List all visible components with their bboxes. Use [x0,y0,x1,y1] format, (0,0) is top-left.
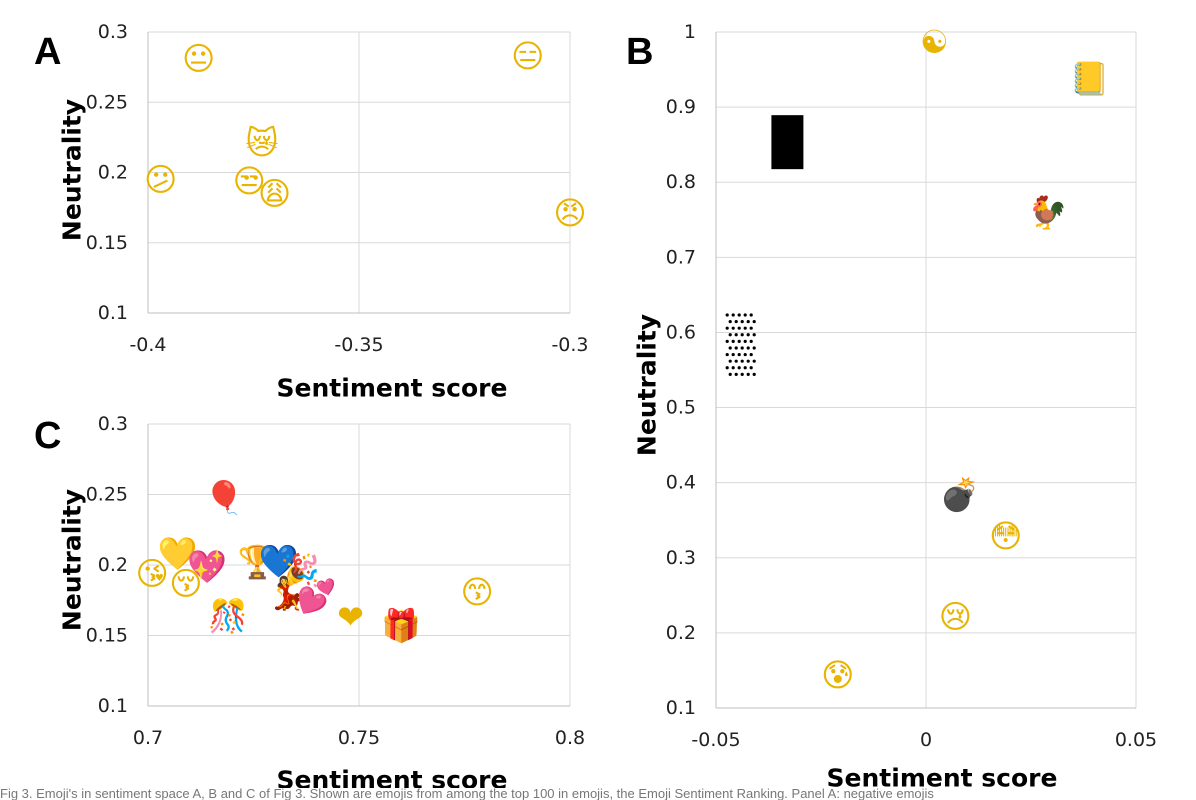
panel-c: 0.1 0.15 0.2 0.25 0.3 0.7 0.75 0.8 Sentiment sco… [34,413,585,788]
y-tick-label: 0.6 [666,321,696,343]
data-point: 😘 [136,554,169,592]
y-tick-label: 0.15 [86,625,128,647]
data-point: 😠 [553,194,586,232]
data-point: 😰 [821,656,854,694]
y-axis-label: Neutrality [58,489,87,631]
panel-b: 0.1 0.2 0.3 0.4 0.5 0.6 0.7 0.8 0.9 1 -0.05 0 0.05 Se… [626,21,1157,788]
y-tick-label: 0.3 [98,21,128,43]
data-point: 💣 [940,476,980,515]
caption-lead: Fig 3. Emoji's in sentiment space A, B a… [0,788,934,800]
y-tick-label: 0.1 [666,697,696,719]
data-point: ❤ [337,598,364,636]
y-axis-label: Neutrality [58,99,87,241]
y-tick-label: 0.1 [98,695,128,717]
x-tick-label: -0.3 [551,334,588,356]
figure-caption: Fig 3. Emoji's in sentiment space A, B a… [0,788,1196,800]
y-axis-label: Neutrality [633,314,662,456]
panel-a: 0.1 0.15 0.2 0.25 0.3 -0.4 -0.35 -0.3 Sentiment … [34,21,589,403]
data-point: 🎈 [204,478,244,516]
data-point: 🏆 [238,543,278,581]
data-point: 😙 [460,573,493,611]
data-point: 🎁 [381,607,421,645]
data-point: 😢 [939,597,972,635]
y-tick-label: 0.9 [666,96,696,118]
panel-letter-b: B [626,31,653,73]
data-point: 😑 [511,37,544,75]
y-tick-label: 0.25 [86,484,128,506]
data-point: ☯ [920,23,949,61]
data-point: 😩 [258,175,291,213]
x-tick-label: -0.35 [334,334,383,356]
x-tick-label: 0 [920,729,932,751]
panel-letter-a: A [34,31,61,73]
data-point: 💛 [158,535,198,573]
data-point: 🐓 [1028,193,1068,231]
panel-letter-c: C [34,415,61,457]
data-point: 🎉 [280,552,320,590]
y-tick-label: 0.5 [666,397,696,419]
y-tick-label: 0.3 [666,547,696,569]
x-tick-label: -0.4 [129,334,166,356]
x-tick-label: 0.05 [1115,729,1157,751]
y-tick-label: 0.3 [98,413,128,435]
data-point: 😿 [245,124,278,162]
x-tick-label: 0.75 [338,727,380,749]
y-tick-label: 0.15 [86,232,128,254]
y-tick-label: 0.4 [666,472,696,494]
data-point: 💖 [187,547,227,585]
y-tick-label: 0.25 [86,91,128,113]
data-point: 💙 [259,542,299,580]
data-point [725,313,756,376]
data-point: 😚 [169,564,202,602]
x-axis-label: Sentiment score [827,764,1058,789]
x-axis-label: Sentiment score [277,374,508,403]
data-point: 😐 [182,40,215,78]
data-point: 💃 [267,574,307,612]
data-point: 🎊 [208,597,248,635]
data-point: 📒 [1070,60,1110,98]
data-point: 😳 [989,517,1022,555]
x-tick-label: 0.7 [133,727,163,749]
x-axis-label: Sentiment score [277,766,508,789]
x-tick-label: 0.8 [555,727,585,749]
y-tick-label: 1 [684,21,696,43]
y-tick-label: 0.7 [666,246,696,268]
data-point: 💕 [297,577,337,615]
y-tick-label: 0.2 [666,622,696,644]
y-tick-label: 0.1 [98,302,128,324]
y-tick-label: 0.8 [666,171,696,193]
y-tick-label: 0.2 [98,162,128,184]
data-point [771,115,804,170]
data-point: 😕 [144,161,177,199]
data-point: 😒 [233,162,266,200]
y-tick-label: 0.2 [98,554,128,576]
x-tick-label: -0.05 [691,729,740,751]
